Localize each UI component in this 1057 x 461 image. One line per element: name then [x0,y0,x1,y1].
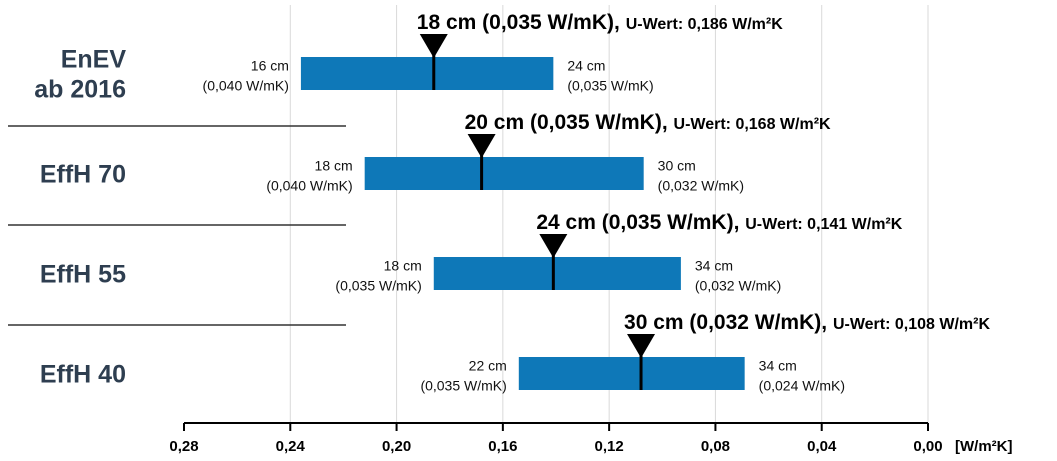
x-tick-label: 0,00 [913,438,942,455]
headline-u-value: U-Wert: 0,168 W/m²K [674,116,832,133]
left-label: (0,035 W/mK) [335,278,421,294]
right-label: (0,035 W/mK) [567,78,653,94]
right-label: 24 cm [567,58,605,74]
x-tick-label: 0,20 [382,438,411,455]
right-label: 34 cm [759,358,797,374]
range-bar [364,157,644,190]
headline-thickness: 30 cm (0,032 W/mK), [624,311,833,334]
headline-u-value: U-Wert: 0,186 W/m²K [626,16,784,33]
marker-triangle [539,234,568,258]
marker-triangle [467,134,496,158]
category-label: EffH 55 [40,261,126,289]
x-tick-label: 0,08 [701,438,730,455]
x-tick-label: 0,16 [488,438,517,455]
row-separators [8,125,346,326]
headline: 30 cm (0,032 W/mK), U-Wert: 0,108 W/m²K [624,311,990,334]
marker-triangle [419,34,448,58]
headline-thickness: 24 cm (0,035 W/mK), [536,211,745,234]
right-label: 34 cm [695,258,733,274]
row-3: EffH 40 22 cm (0,035 W/mK) 34 cm (0,024 W/mK… [40,311,991,394]
x-axis: 0,28 0,24 0,20 0,16 0,12 0,08 0,04 0,00 [W/m²K] [169,422,1012,455]
range-bar [518,357,745,390]
x-tick-label: 0,12 [595,438,624,455]
left-label: 18 cm [315,158,353,174]
category-label: EffH 70 [40,161,126,189]
left-label: (0,035 W/mK) [420,378,506,394]
left-label: 16 cm [251,58,289,74]
headline: 18 cm (0,035 W/mK), U-Wert: 0,186 W/m²K [417,11,783,34]
right-label: (0,024 W/mK) [759,378,845,394]
row-1: EffH 70 18 cm (0,040 W/mK) 30 cm (0,032 W/mK… [40,111,831,194]
left-label: 18 cm [384,258,422,274]
headline-thickness: 18 cm (0,035 W/mK), [417,11,626,34]
headline: 24 cm (0,035 W/mK), U-Wert: 0,141 W/m²K [536,211,902,234]
x-tick-label: 0,28 [169,438,198,455]
marker-triangle [627,334,656,358]
headline-thickness: 20 cm (0,035 W/mK), [465,111,674,134]
headline-u-value: U-Wert: 0,141 W/m²K [745,216,903,233]
left-label: 22 cm [469,358,507,374]
x-tick-label: 0,04 [807,438,837,455]
range-bar [300,57,554,90]
range-bar [433,257,681,290]
category-label: EnEV [61,46,127,74]
left-label: (0,040 W/mK) [203,78,289,94]
right-label: (0,032 W/mK) [658,178,744,194]
x-axis-unit: [W/m²K] [955,438,1012,455]
x-tick-label: 0,24 [276,438,306,455]
right-label: 30 cm [658,158,696,174]
headline-u-value: U-Wert: 0,108 W/m²K [833,316,991,333]
left-label: (0,040 W/mK) [266,178,352,194]
row-2: EffH 55 18 cm (0,035 W/mK) 34 cm (0,032 W/mK… [40,211,903,294]
right-label: (0,032 W/mK) [695,278,781,294]
category-label: ab 2016 [34,76,126,104]
category-label: EffH 40 [40,361,126,389]
headline: 20 cm (0,035 W/mK), U-Wert: 0,168 W/m²K [465,111,831,134]
